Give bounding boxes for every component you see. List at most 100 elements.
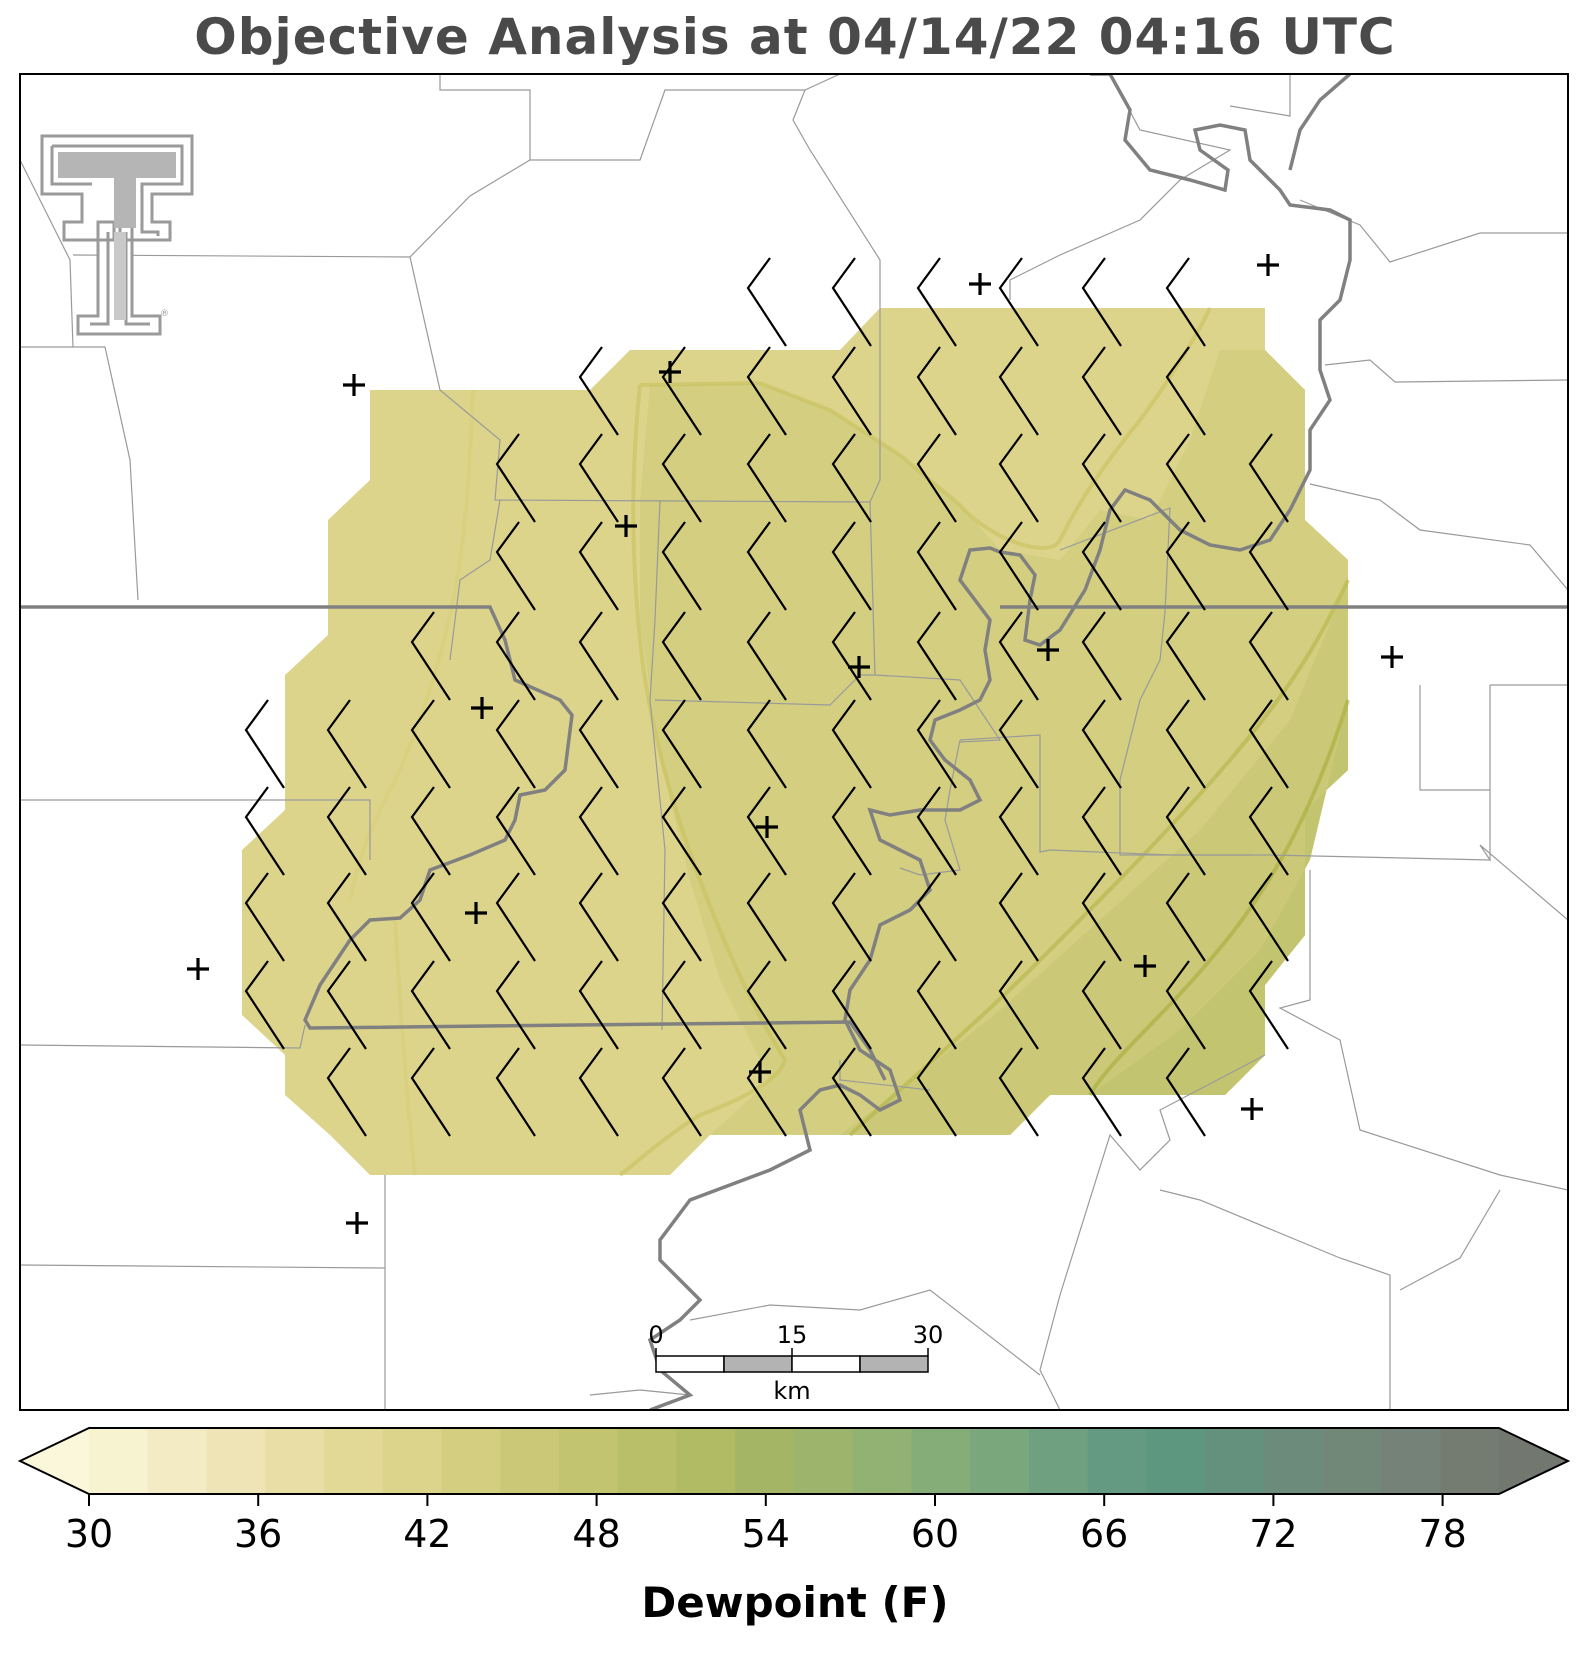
wind-barb [1165,786,1206,876]
scale-label-30: 30 [913,1321,944,1349]
wind-barb [1248,433,1289,523]
colorbar-segment [1440,1428,1500,1494]
wind-barb [1248,699,1289,789]
station-markers [187,254,1403,1234]
wind-barb [1165,346,1206,436]
colorbar-segment [89,1428,149,1494]
station-marker [756,816,778,838]
colorbar-segment [1264,1428,1324,1494]
colorbar-outline [17,1427,1571,1495]
colorbar-label: Dewpoint (F) [641,1578,949,1627]
colorbar-segment [617,1428,677,1494]
colorbar-segment [794,1428,854,1494]
dewpoint-field [242,307,1350,1177]
station-marker [1037,639,1059,661]
wind-barb [410,699,451,789]
wind-barb [1165,1047,1206,1137]
wind-barb [916,257,957,347]
wind-barb [1165,611,1206,701]
texas-tech-double-t-logo: ® [40,134,194,336]
colorbar-segment [676,1428,736,1494]
wind-barb [495,872,536,962]
wind-barb [746,1047,787,1137]
wind-barb [916,872,957,962]
scale-label-0: 0 [648,1321,663,1349]
wind-barb [244,786,285,876]
wind-barb [916,346,957,436]
state-borders [20,74,1568,1410]
colorbar-tick-label: 78 [1418,1512,1467,1556]
wind-barb [661,872,702,962]
wind-barb [326,699,367,789]
wind-barb [1165,433,1206,523]
wind-barb [661,960,702,1050]
wind-barb [1081,1047,1122,1137]
colorbar-tick-label: 72 [1249,1512,1298,1556]
wind-barb [1165,960,1206,1050]
colorbar-segment [852,1428,912,1494]
wind-barb [916,521,957,611]
colorbar-tick-label: 42 [403,1512,452,1556]
wind-barbs [244,257,1289,1137]
colorbar-segment [1205,1428,1265,1494]
wind-barb [495,521,536,611]
station-marker [969,273,991,295]
colorbar-segment [1146,1428,1206,1494]
objective-analysis-map: ® 0 15 30 km [19,73,1569,1411]
wind-barb [998,611,1039,701]
colorbar-segment [559,1428,619,1494]
station-marker [1134,955,1156,977]
wind-barb [998,521,1039,611]
station-marker [471,697,493,719]
colorbar-segment [206,1428,266,1494]
colorbar-tick-label: 30 [64,1512,114,1556]
station-marker [1381,646,1403,668]
colorbar-segment [324,1428,384,1494]
wind-barb [998,346,1039,436]
wind-barb [916,611,957,701]
wind-barb [1248,521,1289,611]
wind-barb [916,433,957,523]
wind-barb [578,872,619,962]
colorbar-tick-label: 54 [741,1512,790,1556]
wind-barb [495,433,536,523]
station-marker [465,902,487,924]
colorbar-tick-label: 48 [572,1512,621,1556]
wind-barb [746,433,787,523]
wind-barb [578,699,619,789]
colorbar-segment [441,1428,501,1494]
wind-barb [578,346,619,436]
wind-barb [831,872,872,962]
wind-barb [831,611,872,701]
wind-barb [578,960,619,1050]
wind-barb [326,786,367,876]
wind-barb [746,872,787,962]
wind-barb [746,960,787,1050]
wind-barb [998,257,1039,347]
wind-barb [998,699,1039,789]
wind-barb [1081,346,1122,436]
station-marker [659,361,681,383]
colorbar-segment [1381,1428,1441,1494]
wind-barb [1081,521,1122,611]
station-marker [1257,254,1279,276]
map-frame [19,73,1569,1411]
wind-barb [831,257,872,347]
wind-barb [998,872,1039,962]
scale-bar: 0 15 30 km [648,1321,943,1405]
station-marker [615,515,637,537]
wind-barb [831,699,872,789]
wind-barb [495,1047,536,1137]
wind-barb [916,960,957,1050]
colorbar-segment [382,1428,442,1494]
wind-barb [326,960,367,1050]
map-title: Objective Analysis at 04/14/22 04:16 UTC [194,8,1396,66]
wind-barb [831,960,872,1050]
wind-barb [1165,699,1206,789]
wind-barb [578,521,619,611]
wind-barb [410,611,451,701]
wind-barb [1248,611,1289,701]
wind-barb [1081,611,1122,701]
wind-barb [244,872,285,962]
wind-barb [746,257,787,347]
